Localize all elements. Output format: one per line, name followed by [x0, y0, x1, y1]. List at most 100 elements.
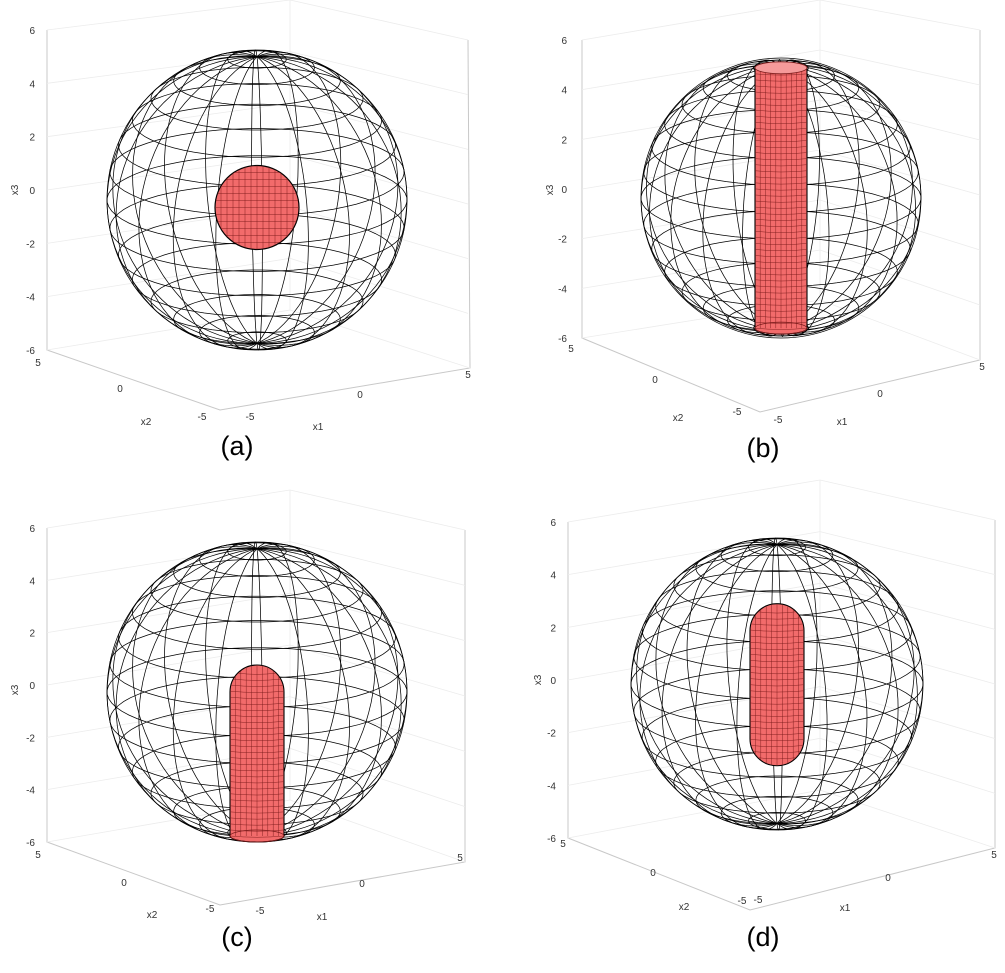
- outer-sphere-meridian: [172, 56, 258, 349]
- x3-tick-label: 2: [550, 623, 556, 634]
- outer-sphere-meridian: [776, 538, 818, 824]
- x3-axis-label: x3: [545, 184, 556, 195]
- x3-tick-label: -2: [547, 729, 556, 740]
- outer-sphere-meridian: [256, 51, 342, 344]
- outer-sphere-meridian: [205, 50, 258, 344]
- panel-caption: (a): [221, 431, 254, 461]
- x3-tick-label: 0: [561, 185, 567, 196]
- outer-sphere-meridian: [780, 65, 916, 332]
- outer-sphere-meridian: [256, 543, 342, 836]
- outer-sphere-meridian: [256, 50, 299, 344]
- x2-tick-label: -5: [206, 904, 215, 915]
- outer-sphere-meridian: [776, 543, 915, 824]
- x3-tick-label: 0: [29, 681, 35, 692]
- x2-tick-label: 0: [652, 375, 658, 386]
- x3-tick-label: 0: [29, 186, 35, 197]
- x2-tick-label: 5: [568, 344, 574, 355]
- panel-caption: (d): [747, 922, 780, 952]
- outer-sphere-meridian: [115, 548, 258, 837]
- x2-tick-label: -5: [198, 412, 207, 423]
- x2-axis-label: x2: [679, 902, 690, 913]
- outer-sphere-latitude: [150, 559, 364, 623]
- x2-tick-label: -5: [738, 896, 747, 907]
- x1-tick-label: 0: [357, 390, 363, 401]
- outer-sphere-meridian: [256, 55, 399, 344]
- x1-axis-label: x1: [840, 903, 851, 914]
- axes-box: [581, 0, 981, 413]
- x3-tick-label: -4: [547, 781, 556, 792]
- inner-body-sphere: [214, 164, 300, 251]
- outer-sphere-meridian: [649, 65, 782, 332]
- x2-tick-label: 0: [650, 868, 656, 879]
- x3-tick-label: -6: [558, 334, 567, 345]
- outer-sphere-meridian: [780, 65, 868, 335]
- outer-sphere-meridian: [780, 64, 913, 331]
- x1-tick-label: -5: [256, 906, 265, 917]
- outer-sphere-meridian: [702, 65, 782, 336]
- x2-axis-label: x2: [141, 417, 152, 428]
- x3-tick-label: -4: [26, 293, 35, 304]
- x3-tick-label: -6: [26, 346, 35, 357]
- outer-sphere-meridian: [776, 539, 859, 824]
- outer-sphere-meridian: [215, 56, 258, 350]
- x1-tick-label: -5: [246, 412, 255, 423]
- inner-body-capsule-half: [229, 664, 285, 843]
- outer-sphere-meridian: [780, 60, 860, 331]
- outer-sphere-meridian: [686, 540, 778, 824]
- panel-d: 6 4 2 0 -2 -4 -6 -5 0 5 5 0 -5 x1 x2 x3 (d): [533, 479, 997, 952]
- axes-box: [46, 489, 466, 906]
- x3-axis-label: x3: [10, 684, 21, 695]
- inner-body-cylinder: [754, 61, 808, 335]
- x1-axis-label: x1: [313, 422, 324, 433]
- x3-tick-label: 2: [561, 135, 567, 146]
- x3-tick-label: -6: [26, 838, 35, 849]
- x2-tick-label: 0: [121, 878, 127, 889]
- outer-sphere-meridian: [112, 55, 258, 344]
- outer-sphere-meridian: [736, 544, 778, 830]
- x3-tick-label: -4: [558, 284, 567, 295]
- x3-tick-label: 4: [29, 79, 35, 90]
- x3-tick-label: 2: [29, 133, 35, 144]
- x3-tick-label: -2: [26, 239, 35, 250]
- inner-cap-bottom: [754, 321, 808, 335]
- x3-tick-label: -2: [26, 733, 35, 744]
- outer-sphere-meridian: [670, 65, 782, 334]
- x3-tick-label: 6: [29, 26, 35, 37]
- x3-tick-label: 0: [550, 676, 556, 687]
- x1-tick-label: 0: [885, 873, 891, 884]
- x3-tick-label: 4: [561, 86, 567, 97]
- x2-tick-label: -5: [733, 407, 742, 418]
- outer-sphere-meridian: [256, 56, 309, 350]
- x3-tick-label: 2: [29, 629, 35, 640]
- x3-axis-label: x3: [533, 674, 544, 685]
- outer-sphere-meridian: [780, 62, 892, 331]
- x2-tick-label: 5: [35, 358, 41, 369]
- x1-tick-label: 0: [359, 879, 365, 890]
- x1-tick-label: 0: [877, 389, 883, 400]
- x1-axis-label: x1: [837, 417, 848, 428]
- outer-sphere-meridian: [695, 544, 778, 829]
- inner-body-capsule: [749, 603, 805, 767]
- outer-sphere-meridian: [251, 49, 258, 344]
- outer-sphere-meridian: [172, 548, 258, 841]
- panel-caption: (c): [221, 922, 252, 952]
- x3-tick-label: 4: [29, 576, 35, 587]
- x2-tick-label: 5: [560, 839, 566, 850]
- panel-a: 6 4 2 0 -2 -4 -6 -5 0 5 5 0 -5 x1 x2 x3 (a): [10, 0, 471, 461]
- x2-axis-label: x2: [673, 413, 684, 424]
- x1-axis-label: x1: [317, 912, 328, 923]
- x2-tick-label: 0: [117, 384, 123, 395]
- inner-cap-bottom: [229, 829, 285, 843]
- outer-sphere-outline: [630, 537, 924, 831]
- x1-tick-label: 5: [465, 370, 471, 381]
- inner-cap-top: [754, 61, 808, 75]
- x3-tick-label: 4: [550, 571, 556, 582]
- outer-sphere-meridian: [776, 544, 868, 828]
- x2-axis-label: x2: [147, 910, 158, 921]
- x3-tick-label: 6: [550, 518, 556, 529]
- outer-sphere-latitude: [150, 67, 364, 131]
- panel-caption: (b): [747, 433, 780, 463]
- outer-sphere-outline: [640, 57, 922, 339]
- outer-sphere-meridian: [164, 52, 258, 344]
